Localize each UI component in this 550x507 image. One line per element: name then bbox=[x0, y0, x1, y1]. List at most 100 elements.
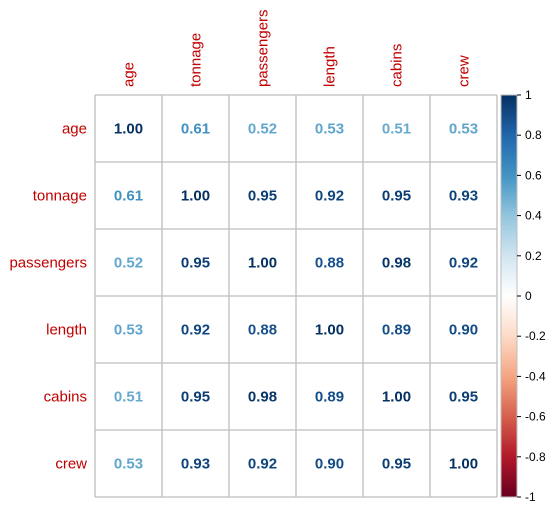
heatmap-cell bbox=[363, 162, 430, 229]
row-label: age bbox=[62, 121, 87, 138]
cell-value-label: 0.98 bbox=[248, 389, 277, 406]
heatmap-cell bbox=[95, 296, 162, 363]
colorbar-tick-label: -0.6 bbox=[525, 410, 546, 424]
cell-value-label: 0.98 bbox=[382, 255, 411, 272]
cell-value-label: 0.53 bbox=[114, 456, 143, 473]
colorbar-gradient bbox=[500, 94, 518, 498]
cell-value-label: 0.51 bbox=[382, 121, 411, 138]
colorbar-tick-label: 0.4 bbox=[525, 209, 542, 223]
cell-value-label: 0.95 bbox=[181, 389, 210, 406]
heatmap-cell bbox=[229, 229, 296, 296]
cell-value-label: 0.88 bbox=[315, 255, 344, 272]
heatmap-cell bbox=[430, 296, 497, 363]
cell-value-label: 0.92 bbox=[315, 188, 344, 205]
heatmap-cell bbox=[162, 229, 229, 296]
cell-value-label: 1.00 bbox=[114, 121, 143, 138]
column-label: tonnage bbox=[188, 33, 205, 87]
colorbar-tick-label: -0.4 bbox=[525, 369, 546, 383]
heatmap-cell bbox=[95, 229, 162, 296]
cell-value-label: 0.53 bbox=[114, 322, 143, 339]
cell-value-label: 0.90 bbox=[315, 456, 344, 473]
cell-value-label: 0.95 bbox=[248, 188, 277, 205]
heatmap-cell bbox=[95, 95, 162, 162]
colorbar-ticks: 1 0.8 0.6 0.4 0.2 0 -0.2 -0.4 -0.6 -0.8 -1 bbox=[517, 88, 546, 504]
heatmap-cell bbox=[95, 430, 162, 497]
cell-value-label: 0.95 bbox=[449, 389, 478, 406]
heatmap-cell bbox=[229, 162, 296, 229]
cell-value-label: 0.95 bbox=[181, 255, 210, 272]
row-label: cabins bbox=[44, 389, 87, 406]
cell-value-label: 0.52 bbox=[114, 255, 143, 272]
column-label: cabins bbox=[389, 44, 406, 87]
heatmap-cell bbox=[296, 229, 363, 296]
heatmap-cell bbox=[296, 162, 363, 229]
cell-value-label: 1.00 bbox=[248, 255, 277, 272]
colorbar-tick-label: -0.8 bbox=[525, 450, 546, 464]
heatmap-cell bbox=[162, 363, 229, 430]
cell-value-label: 1.00 bbox=[181, 188, 210, 205]
colorbar-tick-label: 1 bbox=[525, 88, 532, 102]
colorbar-tick-label: 0 bbox=[525, 289, 532, 303]
heatmap-cell bbox=[430, 95, 497, 162]
cell-value-label: 0.61 bbox=[114, 188, 143, 205]
heatmap-cells bbox=[95, 95, 497, 497]
cell-value-label: 0.88 bbox=[248, 322, 277, 339]
colorbar-tick-label: 0.6 bbox=[525, 168, 542, 182]
row-label: crew bbox=[55, 456, 87, 473]
column-label: length bbox=[322, 46, 339, 87]
row-labels: age tonnage passengers length cabins crew bbox=[9, 121, 87, 473]
cell-value-label: 0.95 bbox=[382, 188, 411, 205]
cell-value-label: 0.90 bbox=[449, 322, 478, 339]
column-label: passengers bbox=[255, 9, 272, 87]
row-label: length bbox=[46, 322, 87, 339]
cell-value-labels: 1.00 0.61 0.52 0.53 0.51 0.53 0.61 1.00 0.95 0.92… bbox=[114, 121, 478, 473]
heatmap-cell bbox=[95, 162, 162, 229]
cell-value-label: 1.00 bbox=[382, 389, 411, 406]
heatmap-cell bbox=[162, 95, 229, 162]
cell-value-label: 0.95 bbox=[382, 456, 411, 473]
heatmap-cell bbox=[430, 363, 497, 430]
heatmap-cell bbox=[229, 363, 296, 430]
colorbar-tick-label: -0.2 bbox=[525, 329, 546, 343]
heatmap-cell bbox=[430, 430, 497, 497]
heatmap-cell bbox=[229, 95, 296, 162]
cell-value-label: 0.89 bbox=[315, 389, 344, 406]
cell-value-label: 0.52 bbox=[248, 121, 277, 138]
cell-value-label: 0.53 bbox=[449, 121, 478, 138]
heatmap-cell bbox=[296, 95, 363, 162]
heatmap-cell bbox=[296, 430, 363, 497]
heatmap-cell bbox=[162, 162, 229, 229]
colorbar-tick-label: -1 bbox=[525, 490, 536, 504]
cell-value-label: 0.89 bbox=[382, 322, 411, 339]
heatmap-cell bbox=[229, 430, 296, 497]
cell-value-label: 0.51 bbox=[114, 389, 143, 406]
column-labels: age tonnage passengers length cabins crew bbox=[121, 9, 473, 87]
heatmap-cell bbox=[162, 430, 229, 497]
colorbar-tick-label: 0.8 bbox=[525, 128, 542, 142]
heatmap-cell bbox=[363, 363, 430, 430]
cell-value-label: 0.93 bbox=[181, 456, 210, 473]
cell-value-label: 1.00 bbox=[449, 456, 478, 473]
heatmap-cell bbox=[162, 296, 229, 363]
heatmap-cell bbox=[363, 430, 430, 497]
heatmap-cell bbox=[296, 296, 363, 363]
cell-value-label: 1.00 bbox=[315, 322, 344, 339]
cell-value-label: 0.53 bbox=[315, 121, 344, 138]
row-label: tonnage bbox=[33, 188, 87, 205]
heatmap-cell bbox=[95, 363, 162, 430]
heatmap-cell bbox=[363, 296, 430, 363]
column-label: age bbox=[121, 62, 138, 87]
cell-value-label: 0.92 bbox=[181, 322, 210, 339]
color-legend: 1 0.8 0.6 0.4 0.2 0 -0.2 -0.4 -0.6 -0.8 -1 bbox=[500, 88, 546, 504]
heatmap-cell bbox=[430, 162, 497, 229]
cell-value-label: 0.92 bbox=[248, 456, 277, 473]
column-label: crew bbox=[456, 55, 473, 87]
heatmap-grid bbox=[94, 94, 498, 498]
heatmap-cell bbox=[363, 95, 430, 162]
colorbar-tick-label: 0.2 bbox=[525, 249, 542, 263]
heatmap-cell bbox=[229, 296, 296, 363]
heatmap-cell bbox=[430, 229, 497, 296]
heatmap-cell bbox=[363, 229, 430, 296]
heatmap-cell bbox=[296, 363, 363, 430]
